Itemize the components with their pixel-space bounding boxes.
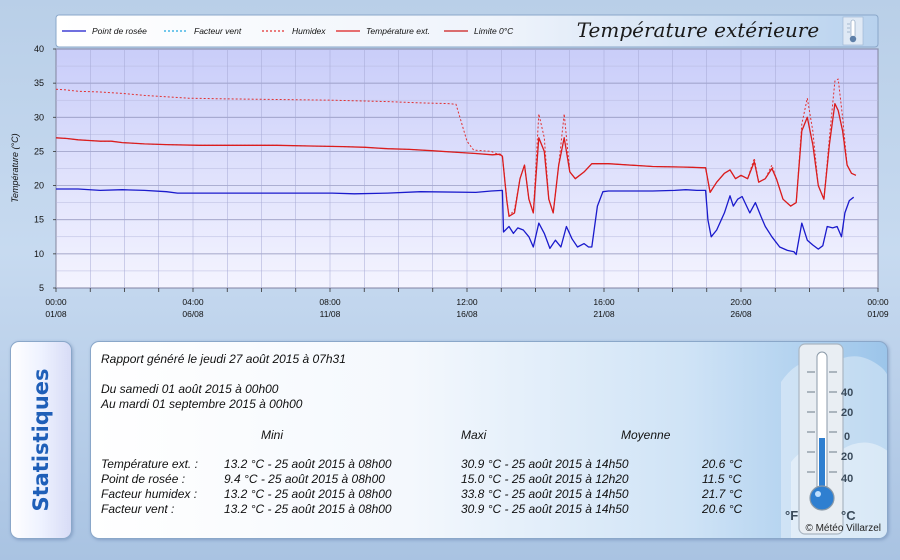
- row-moyenne: 20.6 °C: [702, 457, 743, 471]
- thermo-scale-5: 40: [841, 473, 853, 485]
- x-axis: 00:00 01/08 04:00 06/08 08:00 11/08 12:00 16/08…: [45, 288, 889, 319]
- row-label: Facteur humidex :: [101, 487, 198, 501]
- row-label: Point de rosée :: [101, 472, 186, 486]
- thermo-scale-4: 20: [841, 451, 853, 463]
- legend-label: Facteur vent: [194, 26, 242, 36]
- y-tick-label: 40: [34, 44, 44, 54]
- credit-text: © Météo Villarzel: [805, 523, 881, 534]
- row-maxi: 30.9 °C - 25 août 2015 à 14h50: [461, 457, 629, 471]
- x-tick-date: 16/08: [456, 309, 478, 319]
- report-generated-line: Rapport généré le jeudi 27 août 2015 à 0…: [101, 352, 346, 366]
- thermo-unit-celsius: °C: [841, 508, 856, 523]
- row-label: Température ext. :: [101, 457, 198, 471]
- temperature-chart: Point de rosée Facteur vent Humidex Tempéra…: [10, 14, 889, 319]
- thermometer-illustration: 40 20 0 20 40 °F °C: [781, 343, 887, 538]
- chart-grid: [55, 48, 879, 289]
- thermo-unit-fahrenheit: °F: [785, 508, 798, 523]
- row-mini: 13.2 °C - 25 août 2015 à 08h00: [224, 457, 392, 471]
- row-moyenne: 21.7 °C: [702, 487, 743, 501]
- x-tick-time: 04:00: [182, 297, 204, 307]
- y-tick-label: 25: [34, 146, 44, 156]
- row-label: Facteur vent :: [101, 502, 175, 516]
- chart-legend: Point de rosée Facteur vent Humidex Tempéra…: [62, 26, 514, 36]
- statistics-tab-label: Statistiques: [29, 368, 53, 512]
- period-start-line: Du samedi 01 août 2015 à 00h00: [101, 382, 279, 396]
- row-mini: 13.2 °C - 25 août 2015 à 08h00: [224, 487, 392, 501]
- x-tick-time: 08:00: [319, 297, 341, 307]
- y-axis: 5 10 15 20 25 30 35 40: [34, 44, 56, 293]
- header-mini: Mini: [261, 428, 284, 442]
- y-tick-label: 35: [34, 78, 44, 88]
- y-tick-label: 10: [34, 249, 44, 259]
- legend-label: Humidex: [292, 26, 326, 36]
- row-mini: 13.2 °C - 25 août 2015 à 08h00: [224, 502, 392, 516]
- y-tick-label: 30: [34, 112, 44, 122]
- legend-label: Température ext.: [366, 26, 430, 36]
- series-line-0: [56, 188, 855, 256]
- y-tick-label: 5: [39, 283, 44, 293]
- x-tick-date: 06/08: [182, 309, 204, 319]
- x-tick-date: 01/09: [867, 309, 889, 319]
- row-moyenne: 20.6 °C: [702, 502, 743, 516]
- row-maxi: 30.9 °C - 25 août 2015 à 14h50: [461, 502, 629, 516]
- x-tick-time: 12:00: [456, 297, 478, 307]
- row-moyenne: 11.5 °C: [702, 472, 742, 486]
- period-end-line: Au mardi 01 septembre 2015 à 00h00: [101, 397, 303, 411]
- header-maxi: Maxi: [461, 428, 487, 442]
- row-mini: 9.4 °C - 25 août 2015 à 08h00: [224, 472, 385, 486]
- thermometer-title-icon: [842, 16, 864, 46]
- x-tick-date: 01/08: [45, 309, 67, 319]
- x-tick-time: 16:00: [593, 297, 615, 307]
- row-maxi: 15.0 °C - 25 août 2015 à 12h20: [461, 472, 629, 486]
- x-tick-date: 21/08: [593, 309, 615, 319]
- y-tick-label: 15: [34, 215, 44, 225]
- x-tick-date: 26/08: [730, 309, 752, 319]
- statistics-tab: Statistiques: [10, 341, 72, 539]
- series-line-3: [56, 102, 857, 217]
- row-maxi: 33.8 °C - 25 août 2015 à 14h50: [461, 487, 629, 501]
- legend-label: Point de rosée: [92, 26, 147, 36]
- thermo-scale-1: 40: [841, 387, 853, 399]
- thermo-scale-3: 0: [844, 431, 850, 443]
- x-tick-time: 20:00: [730, 297, 752, 307]
- x-tick-time: 00:00: [867, 297, 889, 307]
- y-tick-label: 20: [34, 181, 44, 191]
- y-axis-label: Température (°C): [10, 133, 20, 202]
- x-tick-date: 11/08: [320, 309, 341, 319]
- legend-label: Limite 0°C: [474, 26, 514, 36]
- chart-title: Température extérieure: [577, 18, 819, 42]
- chart-series: [56, 78, 857, 256]
- thermo-scale-2: 20: [841, 407, 853, 419]
- statistics-panel: 40 20 0 20 40 °F °C Rapport généré le je…: [90, 341, 888, 539]
- x-tick-time: 00:00: [45, 297, 67, 307]
- header-moyenne: Moyenne: [621, 428, 671, 442]
